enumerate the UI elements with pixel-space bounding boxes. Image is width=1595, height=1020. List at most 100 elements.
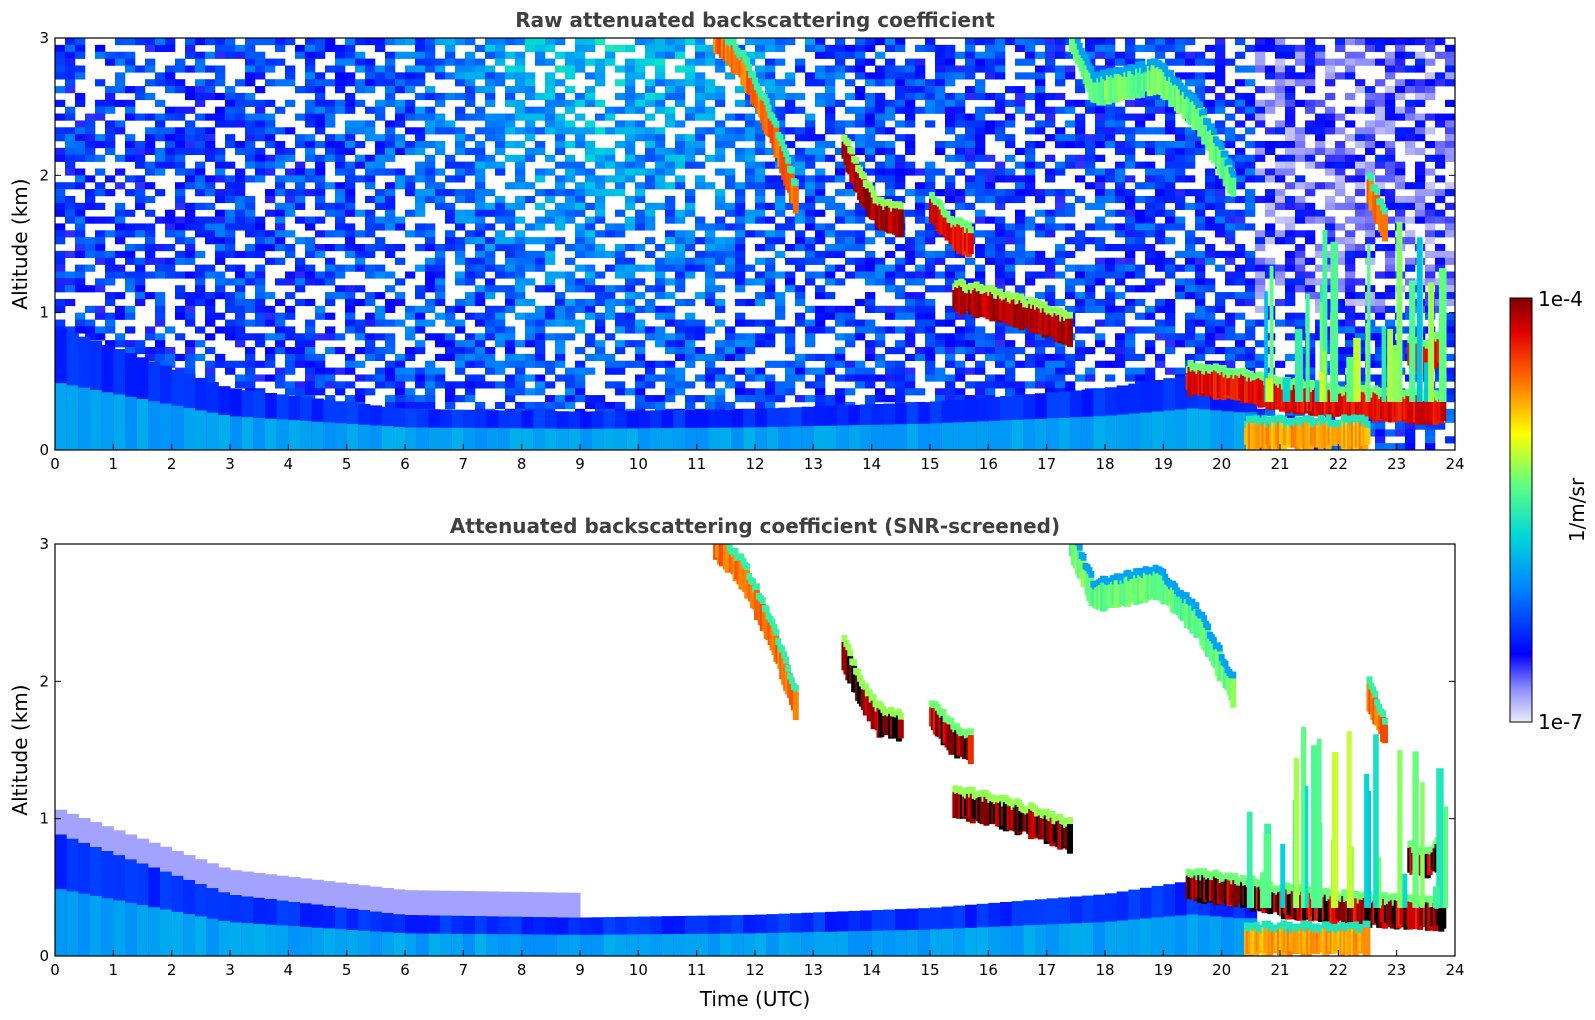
noise-cell — [985, 189, 996, 197]
noise-cell — [385, 154, 396, 162]
noise-cell — [315, 305, 326, 313]
noise-cell — [775, 230, 786, 238]
noise-cell — [1125, 298, 1136, 307]
noise-cell — [955, 154, 966, 162]
noise-cell — [175, 106, 186, 114]
noise-cell — [105, 340, 116, 348]
noise-cell — [445, 44, 456, 53]
noise-cell — [405, 367, 416, 375]
noise-cell — [865, 92, 876, 101]
noise-cell — [485, 305, 496, 313]
noise-cell — [315, 182, 326, 190]
noise-cell — [1255, 168, 1266, 176]
noise-cell — [575, 51, 586, 59]
noise-cell — [455, 257, 466, 265]
noise-cell — [585, 175, 596, 183]
noise-cell — [315, 72, 326, 80]
noise-cell — [1345, 312, 1356, 320]
noise-cell — [955, 250, 966, 259]
noise-cell — [525, 113, 536, 121]
noise-cell — [975, 340, 986, 348]
noise-cell — [485, 326, 496, 334]
noise-cell — [795, 92, 806, 101]
noise-cell — [895, 264, 906, 272]
noise-cell — [1355, 86, 1366, 94]
noise-cell — [505, 72, 516, 80]
noise-cell — [725, 353, 736, 362]
noise-cell — [275, 202, 286, 210]
noise-cell — [215, 278, 226, 286]
noise-cell — [1225, 278, 1236, 286]
noise-cell — [875, 106, 886, 114]
noise-cell — [65, 106, 76, 114]
noise-cell — [835, 65, 846, 73]
noise-cell — [285, 147, 296, 156]
noise-cell — [1005, 367, 1016, 375]
noise-cell — [805, 182, 816, 190]
noise-cell — [1225, 216, 1236, 224]
noise-cell — [125, 99, 136, 107]
noise-cell — [315, 189, 326, 197]
noise-cell — [965, 113, 976, 121]
noise-cell — [485, 285, 496, 293]
noise-cell — [955, 51, 966, 59]
noise-cell — [275, 237, 286, 245]
noise-cell — [875, 333, 886, 341]
noise-cell — [585, 312, 596, 320]
noise-cell — [865, 271, 876, 279]
noise-cell — [1085, 271, 1096, 279]
noise-cell — [975, 106, 986, 114]
noise-cell — [385, 374, 396, 382]
noise-cell — [1235, 182, 1246, 190]
noise-cell — [1155, 189, 1166, 197]
noise-cell — [1335, 161, 1346, 169]
noise-cell — [175, 292, 186, 300]
noise-cell — [255, 333, 266, 341]
noise-cell — [1055, 374, 1066, 382]
noise-cell — [545, 285, 556, 293]
noise-cell — [65, 182, 76, 190]
noise-cell — [225, 120, 236, 128]
noise-cell — [135, 298, 146, 307]
noise-cell — [215, 147, 226, 156]
noise-cell — [325, 257, 336, 265]
noise-cell — [755, 120, 766, 128]
panel1-heatmap — [55, 38, 1455, 450]
noise-cell — [905, 237, 916, 245]
noise-cell — [505, 374, 516, 382]
noise-cell — [1275, 237, 1286, 245]
noise-cell — [315, 216, 326, 224]
noise-cell — [1255, 230, 1266, 238]
noise-cell — [535, 347, 546, 355]
noise-cell — [445, 216, 456, 224]
noise-cell — [1105, 257, 1116, 265]
noise-cell — [1205, 106, 1216, 114]
noise-cell — [635, 353, 646, 362]
noise-cell — [295, 353, 306, 362]
noise-cell — [1255, 113, 1266, 121]
noise-cell — [1035, 340, 1046, 348]
noise-cell — [1125, 305, 1136, 313]
noise-cell — [665, 237, 676, 245]
noise-cell — [95, 237, 106, 245]
noise-cell — [455, 195, 466, 204]
noise-cell — [1005, 175, 1016, 183]
noise-cell — [715, 147, 726, 156]
noise-cell — [315, 278, 326, 286]
noise-cell — [675, 285, 686, 293]
noise-cell — [1235, 106, 1246, 114]
noise-cell — [535, 92, 546, 101]
noise-cell — [945, 305, 956, 313]
noise-cell — [745, 264, 756, 272]
noise-cell — [575, 285, 586, 293]
noise-cell — [715, 305, 726, 313]
noise-cell — [1195, 209, 1206, 217]
noise-cell — [1255, 408, 1266, 416]
noise-cell — [1045, 120, 1056, 128]
noise-cell — [335, 347, 346, 355]
noise-cell — [1175, 264, 1186, 272]
noise-cell — [155, 189, 166, 197]
noise-cell — [55, 230, 66, 238]
noise-cell — [165, 326, 176, 334]
noise-cell — [835, 264, 846, 272]
